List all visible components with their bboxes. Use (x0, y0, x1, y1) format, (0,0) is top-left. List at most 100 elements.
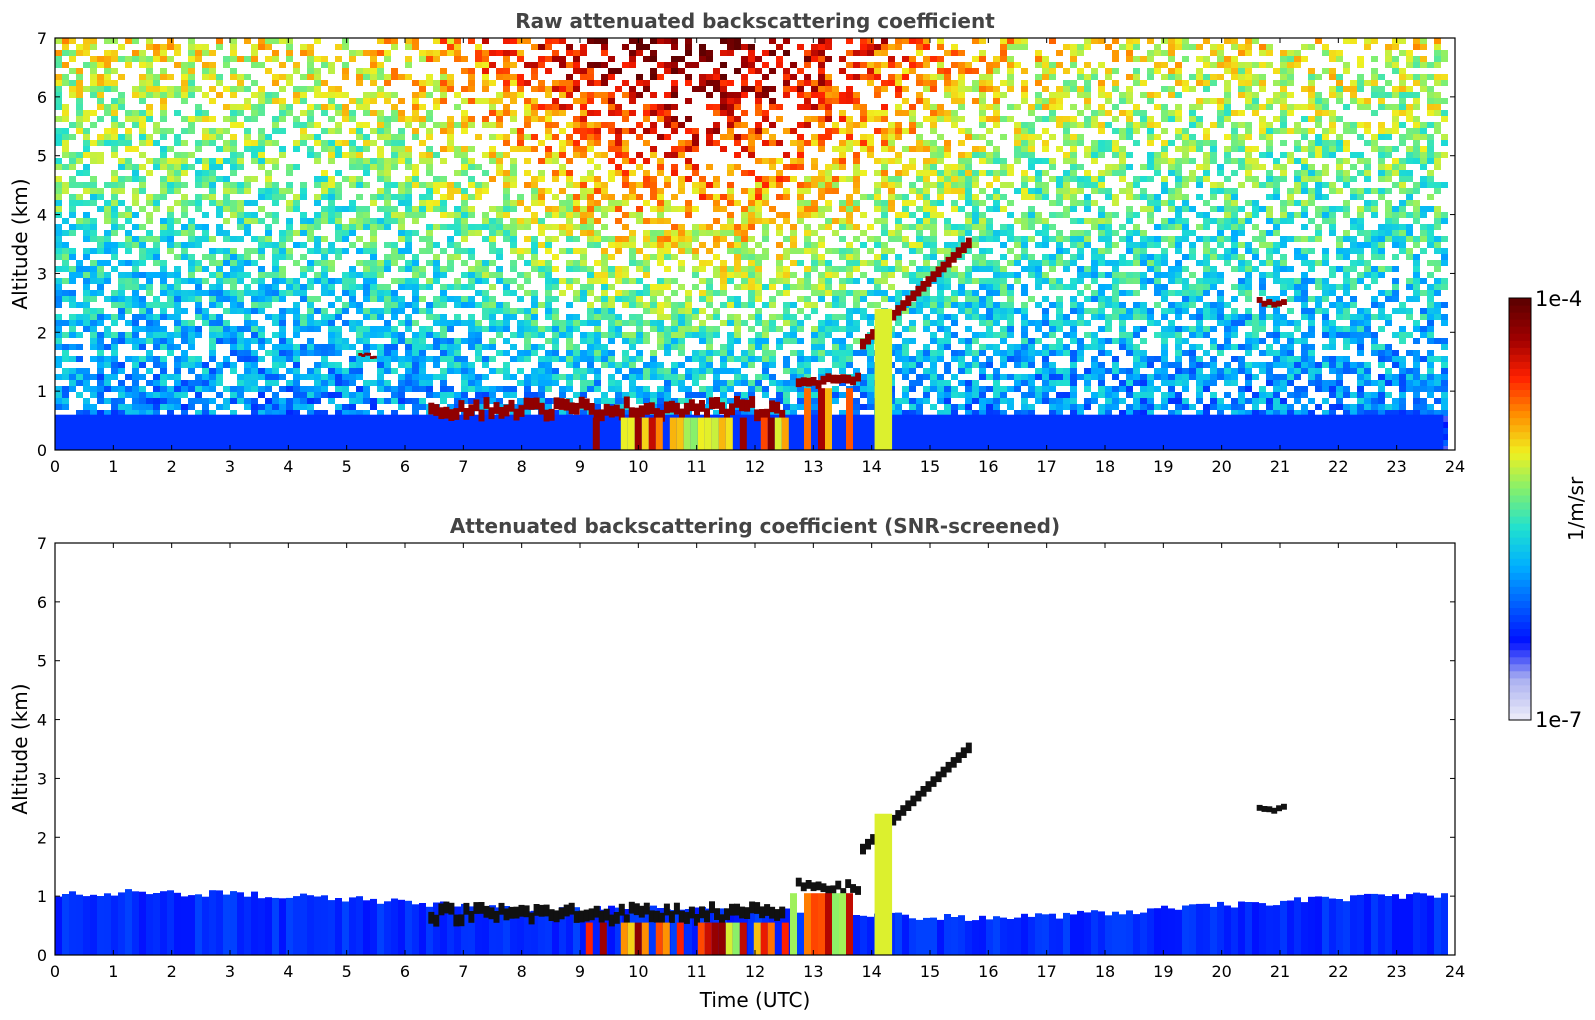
cloud-layer-mark (805, 377, 812, 387)
precipitation-column (655, 922, 663, 955)
cloud-layer-mark (623, 396, 630, 409)
x-tick-label: 5 (342, 962, 352, 981)
cloud-layer-mark (633, 903, 640, 916)
cloud-layer-mark (498, 407, 505, 419)
precipitation-column (781, 922, 789, 955)
cloud-layer-mark (764, 408, 771, 421)
cloud-layer-mark (638, 905, 645, 918)
rising-cloud-mark (870, 834, 877, 845)
rising-cloud-mark (965, 742, 972, 754)
x-tick-label: 21 (1270, 457, 1290, 476)
raw-heatmap (55, 38, 1448, 450)
rising-cloud-mark (895, 305, 902, 316)
cloud-layer-mark (568, 402, 575, 415)
cloud-layer-mark (518, 904, 525, 917)
isolated-cloud-mark (1266, 299, 1273, 305)
cloud-layer-mark (578, 396, 585, 409)
cloud-layer-mark (638, 405, 645, 418)
precipitation-column (655, 417, 663, 450)
x-tick-label: 16 (978, 457, 998, 476)
precipitation-column (732, 922, 740, 955)
screened-y-axis-label: Altitude (km) (8, 683, 32, 814)
x-tick-label: 2 (167, 962, 177, 981)
precipitation-column (790, 893, 797, 955)
colorbar-band (1509, 684, 1531, 693)
colorbar-min-label: 1e-7 (1535, 708, 1582, 732)
isolated-cloud-mark (1276, 805, 1282, 812)
x-tick-label: 19 (1153, 457, 1173, 476)
cloud-layer-mark (493, 911, 500, 923)
cloud-layer-mark (538, 904, 545, 917)
x-tick-label: 19 (1153, 962, 1173, 981)
colorbar-band (1509, 565, 1531, 573)
precipitation-column (811, 893, 818, 955)
rising-cloud-mark (910, 290, 917, 302)
colorbar-band (1509, 621, 1531, 630)
rising-cloud-mark (960, 747, 967, 758)
cloud-layer-mark (820, 375, 827, 385)
colorbar-band (1509, 452, 1531, 461)
cloud-layer-mark (433, 914, 440, 927)
y-tick-label: 4 (37, 206, 47, 225)
colorbar-band (1509, 375, 1531, 383)
rising-cloud-mark (895, 810, 902, 821)
isolated-cloud-mark (1281, 299, 1287, 305)
x-tick-label: 11 (686, 962, 706, 981)
colorbar-band (1509, 396, 1531, 405)
cloud-layer-mark (593, 409, 600, 422)
screened-x-axis: 0 1 2 3 4 5 6 7 8 9 10 11 12 13 14 15 16 17 18 19 20 21 22 23 24 (50, 543, 1465, 981)
isolated-cloud-mark (1256, 297, 1263, 303)
cloud-layer-mark (633, 407, 640, 420)
cloud-layer-mark (734, 903, 740, 916)
x-tick-label: 10 (628, 457, 648, 476)
cloud-layer-mark (739, 906, 746, 919)
rising-cloud-mark (950, 757, 957, 768)
x-tick-label: 24 (1445, 457, 1465, 476)
isolated-cloud-mark (367, 352, 371, 356)
isolated-cloud-mark (358, 353, 363, 356)
colorbar-band (1509, 705, 1531, 714)
precipitation-column (634, 922, 642, 955)
cloud-layer-mark (699, 906, 705, 919)
x-tick-label: 1 (108, 457, 118, 476)
cloud-layer-mark (658, 912, 665, 925)
x-tick-label: 2 (167, 457, 177, 476)
colorbar-band (1509, 410, 1531, 419)
x-tick-label: 24 (1445, 962, 1465, 981)
cloud-layer-mark (663, 903, 670, 916)
cloud-layer-mark (523, 905, 530, 918)
x-tick-label: 14 (861, 457, 881, 476)
x-tick-label: 7 (458, 962, 468, 981)
rising-cloud-mark (865, 838, 871, 850)
cloud-layer-mark (503, 908, 510, 921)
isolated-cloud-mark (1266, 806, 1273, 813)
cloud-layer-mark (830, 374, 837, 384)
rising-cloud-mark (945, 761, 952, 773)
precipitation-column (825, 388, 832, 450)
cloud-layer-mark (498, 902, 505, 915)
colorbar-band (1509, 572, 1531, 580)
colorbar-band (1509, 298, 1531, 306)
screened-panel: Attenuated backscattering coefficient (S… (8, 514, 1465, 1012)
cloud-layer-mark (815, 380, 822, 389)
precipitation-column (767, 417, 775, 450)
cloud-layer-mark (835, 880, 842, 890)
rising-cloud-mark (905, 295, 912, 306)
cloud-layer-mark (463, 408, 470, 420)
isolated-cloud-mark (1271, 301, 1278, 308)
cloud-layer-mark (448, 409, 455, 421)
precipitation-column (825, 893, 832, 955)
colorbar-band (1509, 663, 1531, 672)
cloud-layer-mark (724, 908, 730, 921)
cloud-layer-mark (749, 901, 756, 914)
cloud-layer-mark (598, 409, 605, 422)
y-tick-label: 3 (37, 769, 47, 788)
y-tick-label: 5 (37, 652, 47, 671)
colorbar-band (1509, 459, 1531, 468)
colorbar-band (1509, 473, 1531, 482)
precipitation-column (753, 922, 761, 955)
cloud-layer-mark (563, 398, 570, 411)
colorbar-band (1509, 607, 1531, 616)
raw-panel-title: Raw attenuated backscattering coefficien… (515, 9, 995, 33)
cloud-layer-mark (478, 902, 485, 914)
